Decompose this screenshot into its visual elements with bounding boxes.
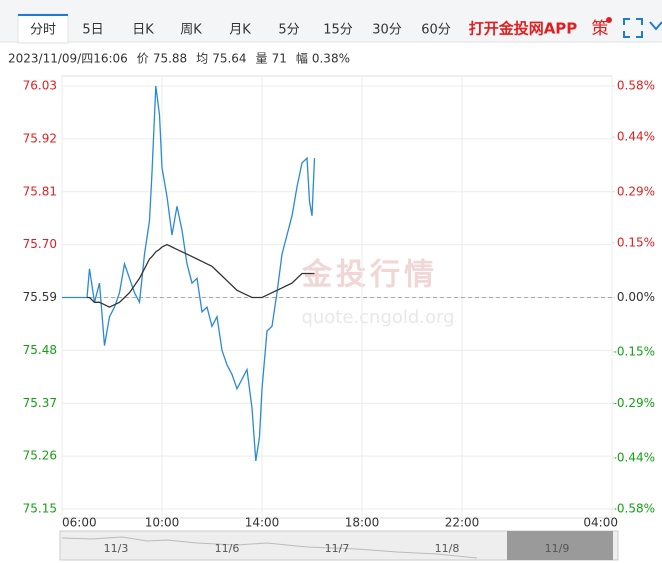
y-tick-label: 75.15	[23, 502, 57, 516]
x-tick-label: 04:00	[583, 516, 618, 530]
navigator-line	[61, 536, 478, 559]
strategy-button[interactable]: 策	[592, 19, 609, 39]
y2-tick-label: 0.15%	[617, 235, 655, 249]
y-tick-label: 75.37	[23, 396, 57, 410]
info-volume: 71	[272, 52, 287, 66]
y-tick-label: 75.59	[23, 290, 57, 304]
y-tick-label: 75.70	[23, 237, 57, 251]
y2-tick-label: -0.29%	[613, 396, 655, 410]
info-datetime: 2023/11/09/四16:06	[8, 52, 128, 66]
x-tick-label: 22:00	[445, 516, 480, 530]
y-tick-label: 75.81	[23, 184, 57, 198]
x-tick-label: 06:00	[62, 516, 97, 530]
badge	[606, 17, 612, 23]
tab[interactable]: 15分	[323, 23, 353, 38]
fullscreen-icon[interactable]	[623, 18, 643, 38]
tab-active-bg	[17, 13, 69, 44]
tab[interactable]: 5日	[82, 23, 103, 38]
tab[interactable]: 日K	[132, 23, 154, 38]
tab-bar	[0, 0, 662, 42]
price-line	[87, 243, 315, 308]
info-avg: 75.64	[212, 52, 246, 66]
tab[interactable]: 30分	[372, 23, 402, 38]
info-change-label: 幅	[296, 51, 308, 66]
y2-tick-label: -0.15%	[613, 345, 655, 359]
info-price-label: 价	[137, 52, 149, 66]
x-tick-label: 18:00	[345, 516, 380, 530]
x-tick-label: 10:00	[145, 516, 180, 530]
watermark-url: quote.cngold.org	[301, 307, 454, 328]
info-line: 2023/11/09/四16:06 价 75.88 均 75.64 量 71 幅 0.38%	[8, 51, 350, 66]
info-change: 0.38%	[312, 52, 350, 66]
info-avg-label: 均	[196, 52, 208, 66]
navigator-label: 11/9	[545, 542, 570, 555]
info-volume-label: 量	[256, 52, 268, 66]
y-tick-label: 76.03	[23, 79, 57, 93]
collapse-icon[interactable]	[649, 21, 662, 31]
price-line	[62, 85, 316, 461]
watermark-title: 金投行情	[301, 258, 438, 293]
y-tick-label: 75.26	[23, 449, 57, 463]
tab[interactable]: 月K	[229, 23, 251, 38]
navigator-label: 11/3	[104, 542, 129, 555]
navigator-label: 11/6	[215, 542, 240, 555]
y-tick-label: 75.48	[23, 343, 57, 357]
tab[interactable]: 周K	[180, 23, 202, 38]
y-tick-label: 75.92	[23, 131, 57, 145]
y2-tick-label: 0.44%	[617, 130, 655, 144]
info-price: 75.88	[153, 52, 187, 66]
y2-tick-label: -0.58%	[613, 502, 655, 516]
navigator-label: 11/8	[435, 542, 460, 555]
y2-tick-label: 0.00%	[617, 290, 655, 304]
navigator-label: 11/7	[325, 542, 350, 555]
tab[interactable]: 分时	[30, 23, 56, 38]
brand[interactable]: 打开金投网APP	[469, 20, 578, 38]
tab[interactable]: 60分	[421, 23, 451, 38]
navigator-window[interactable]	[507, 531, 613, 560]
y2-tick-label: 0.29%	[617, 184, 655, 198]
y2-tick-label: -0.44%	[613, 450, 655, 464]
y2-tick-label: 0.58%	[617, 79, 655, 93]
tab[interactable]: 5分	[278, 23, 299, 38]
x-tick-label: 14:00	[245, 516, 280, 530]
